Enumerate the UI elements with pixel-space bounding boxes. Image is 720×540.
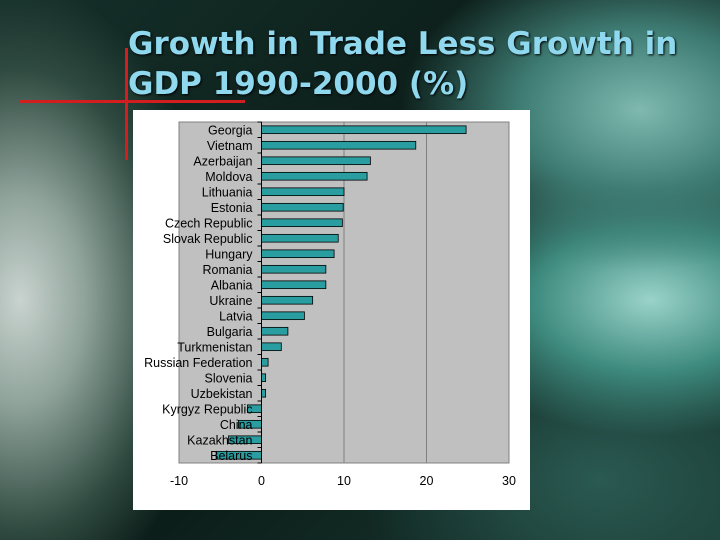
category-label: Latvia [219, 309, 252, 323]
page-title: Growth in Trade Less Growth in GDP 1990-… [128, 26, 678, 102]
category-label: Russian Federation [144, 356, 252, 370]
category-label: Slovak Republic [163, 232, 253, 246]
bar [261, 342, 282, 352]
x-tick-label: 10 [337, 474, 351, 488]
bar [261, 125, 467, 135]
category-label: Lithuania [202, 185, 253, 199]
bar [261, 373, 267, 383]
category-label: Vietnam [207, 139, 253, 153]
bar [261, 156, 371, 166]
bar [261, 171, 368, 181]
bar [261, 218, 343, 228]
category-label: Hungary [205, 247, 253, 261]
category-label: Ukraine [209, 294, 252, 308]
category-label: China [220, 418, 253, 432]
bar [261, 326, 289, 336]
bar [261, 187, 345, 197]
category-label: Belarus [210, 449, 252, 463]
title-deco-vertical [125, 48, 128, 160]
category-label: Kazakhstan [187, 433, 252, 447]
bar [261, 249, 335, 259]
x-tick-label: 30 [502, 474, 516, 488]
category-label: Bulgaria [207, 325, 253, 339]
bar [261, 311, 305, 321]
category-label: Turkmenistan [177, 340, 252, 354]
chart-container: Georgia Vietnam Azerbaijan Moldova Lithuania… [133, 110, 530, 510]
x-tick-label: -10 [170, 474, 188, 488]
category-label: Czech Republic [165, 216, 253, 230]
category-label: Georgia [208, 123, 253, 137]
category-label: Kyrgyz Republic [162, 402, 252, 416]
category-label: Romania [202, 263, 252, 277]
bar [261, 388, 267, 398]
category-label: Uzbekistan [191, 387, 253, 401]
category-label: Estonia [211, 201, 253, 215]
title-deco-horizontal [20, 100, 245, 103]
bar [261, 295, 314, 305]
x-tick-label: 0 [258, 474, 265, 488]
bar [261, 140, 417, 150]
category-label: Albania [211, 278, 253, 292]
bar [261, 202, 344, 212]
category-label: Slovenia [205, 371, 253, 385]
bar [261, 233, 339, 243]
category-label: Azerbaijan [193, 154, 252, 168]
bar [261, 280, 327, 290]
x-tick-label: 20 [420, 474, 434, 488]
bar [261, 264, 327, 274]
category-label: Moldova [205, 170, 252, 184]
bar [261, 357, 269, 367]
